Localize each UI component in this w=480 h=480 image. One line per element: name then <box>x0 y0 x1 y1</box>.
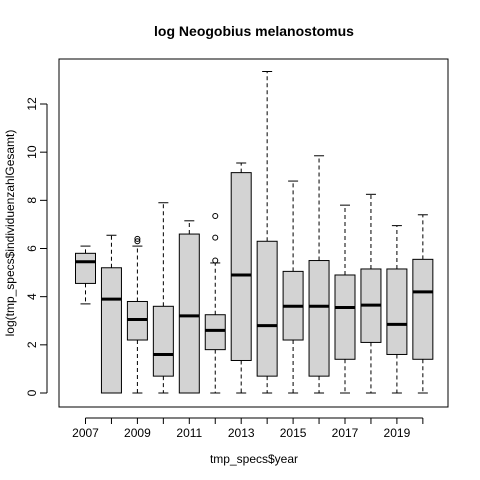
y-tick-label: 10 <box>25 145 39 159</box>
iqr-box <box>256 240 278 377</box>
box-2008 <box>100 234 122 394</box>
x-tick-label: 2017 <box>332 426 359 440</box>
x-tick-label: 2015 <box>280 426 307 440</box>
outlier-point <box>212 234 219 241</box>
outlier-point <box>134 235 141 242</box>
box-2016 <box>308 155 330 394</box>
y-axis-label: log(tmp_specs$individuenzahlGesamt) <box>3 130 17 337</box>
box-2017 <box>334 204 356 394</box>
outlier-point <box>212 257 219 264</box>
outlier-point <box>134 238 141 245</box>
y-tick-label: 6 <box>25 245 39 252</box>
y-tick-label: 12 <box>25 97 39 111</box>
x-axis: 2007 2009 2011 2013 2015 2017 2019 <box>72 417 424 440</box>
y-tick-label: 0 <box>25 389 39 396</box>
plot-frame <box>58 58 449 408</box>
iqr-box <box>334 274 356 360</box>
box-2020 <box>412 214 434 394</box>
x-tick-label: 2019 <box>384 426 411 440</box>
iqr-box <box>178 233 200 394</box>
box-2019 <box>386 225 408 394</box>
iqr-box <box>230 172 252 361</box>
x-tick-label: 2011 <box>176 426 202 440</box>
box-2012 <box>204 212 226 394</box>
chart-title: log Neogobius melanostomus <box>154 23 354 39</box>
boxes-group <box>75 70 434 394</box>
outlier-point <box>212 212 219 219</box>
box-2011 <box>178 220 200 394</box>
iqr-box <box>152 305 174 377</box>
y-tick-label: 2 <box>25 341 39 348</box>
x-tick-label: 2007 <box>72 426 99 440</box>
iqr-box <box>412 258 434 360</box>
box-2015 <box>282 180 304 394</box>
box-2018 <box>360 193 382 394</box>
iqr-box <box>75 252 96 284</box>
iqr-box <box>386 268 408 355</box>
box-2013 <box>230 162 252 394</box>
iqr-box <box>308 260 330 377</box>
y-tick-label: 4 <box>25 293 39 300</box>
x-tick-label: 2013 <box>228 426 255 440</box>
x-axis-label: tmp_specs$year <box>210 452 298 466</box>
x-tick-label: 2009 <box>124 426 151 440</box>
iqr-box <box>100 267 122 394</box>
box-2014 <box>256 70 278 394</box>
box-2009 <box>126 235 148 394</box>
box-2007 <box>75 245 96 305</box>
iqr-box <box>204 314 226 351</box>
y-tick-label: 8 <box>25 197 39 204</box>
box-2010 <box>152 202 174 394</box>
y-axis: 0 2 4 6 8 10 12 <box>25 97 48 396</box>
